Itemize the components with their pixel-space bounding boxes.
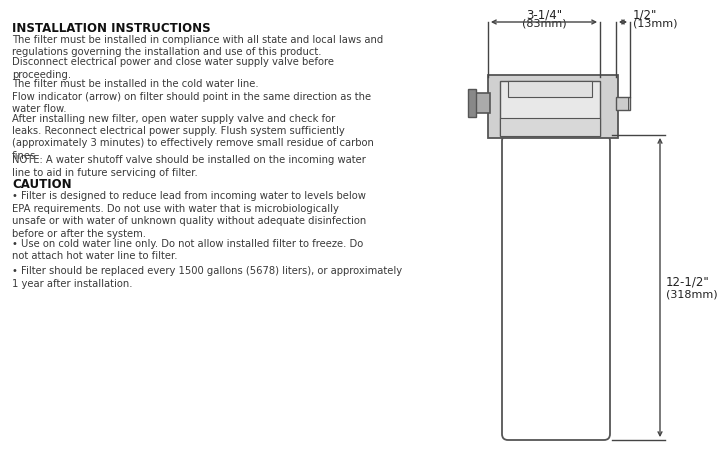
Bar: [468, 89, 476, 117]
Text: Flow indicator (arrow) on filter should point in the same direction as the
water: Flow indicator (arrow) on filter should …: [12, 91, 371, 114]
Bar: [488, 75, 618, 138]
Text: After installing new filter, open water supply valve and check for
leaks. Reconn: After installing new filter, open water …: [12, 113, 374, 161]
Bar: [500, 132, 612, 135]
Text: (83mm): (83mm): [522, 19, 567, 29]
Bar: [473, 93, 490, 113]
Text: The filter must be installed in the cold water line.: The filter must be installed in the cold…: [12, 79, 258, 89]
FancyBboxPatch shape: [502, 135, 610, 440]
Text: The filter must be installed in compliance with all state and local laws and
reg: The filter must be installed in complian…: [12, 35, 383, 58]
Text: (13mm): (13mm): [633, 19, 678, 29]
Bar: [500, 118, 600, 136]
Text: NOTE: A water shutoff valve should be installed on the incoming water
line to ai: NOTE: A water shutoff valve should be in…: [12, 155, 366, 177]
Text: (318mm): (318mm): [666, 290, 718, 300]
Text: CAUTION: CAUTION: [12, 178, 71, 191]
Text: 12-1/2": 12-1/2": [666, 275, 710, 288]
Bar: [508, 81, 592, 97]
Text: INSTALLATION INSTRUCTIONS: INSTALLATION INSTRUCTIONS: [12, 22, 211, 35]
Bar: [500, 81, 600, 136]
Text: • Use on cold water line only. Do not allow installed filter to freeze. Do
not a: • Use on cold water line only. Do not al…: [12, 239, 364, 261]
Text: • Filter is designed to reduce lead from incoming water to levels below
EPA requ: • Filter is designed to reduce lead from…: [12, 191, 366, 239]
Text: Disconnect electrical power and close water supply valve before
proceeding.: Disconnect electrical power and close wa…: [12, 57, 334, 79]
Bar: [616, 97, 630, 110]
Text: 1/2": 1/2": [633, 9, 657, 22]
Text: 3-1/4": 3-1/4": [526, 9, 562, 22]
Text: • Filter should be replaced every 1500 gallons (5678) liters), or approximately
: • Filter should be replaced every 1500 g…: [12, 266, 402, 289]
